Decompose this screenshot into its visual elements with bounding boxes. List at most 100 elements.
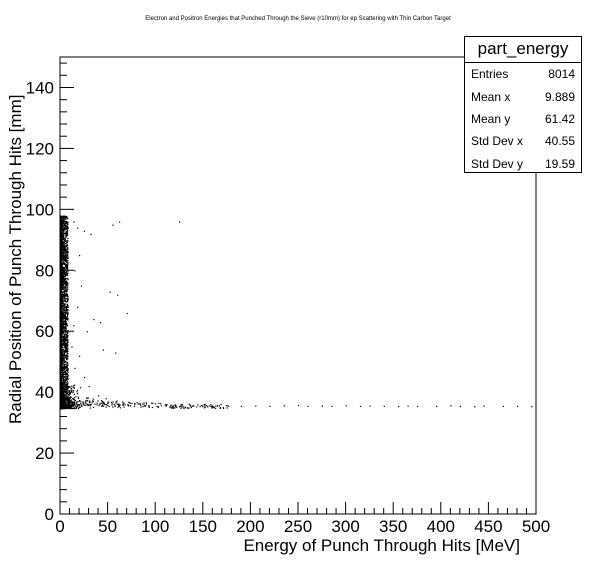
data-point	[206, 405, 208, 407]
data-point	[65, 368, 67, 370]
data-point	[64, 376, 66, 379]
data-point	[152, 402, 154, 404]
data-point	[62, 402, 65, 404]
x-tick-label: 150	[189, 517, 217, 536]
data-point	[66, 386, 68, 388]
data-point	[62, 253, 64, 255]
data-point	[64, 264, 66, 266]
data-point	[459, 405, 461, 407]
data-point	[64, 330, 66, 332]
data-point	[61, 361, 63, 363]
data-point	[83, 404, 85, 406]
data-point	[64, 311, 66, 313]
data-point	[63, 403, 66, 405]
data-point	[61, 257, 63, 259]
data-point	[62, 366, 64, 368]
data-point	[66, 222, 68, 224]
data-point	[174, 404, 176, 406]
data-point	[62, 235, 65, 238]
data-point	[62, 276, 64, 278]
data-point	[64, 370, 66, 372]
data-point	[61, 385, 63, 387]
data-point	[65, 378, 67, 380]
data-point	[65, 327, 67, 330]
data-point	[74, 270, 76, 272]
data-point	[62, 399, 64, 401]
data-point	[66, 259, 68, 261]
data-point	[65, 397, 67, 399]
data-point	[67, 223, 69, 225]
data-point	[61, 330, 63, 332]
data-point	[180, 407, 182, 409]
data-point	[60, 337, 62, 339]
data-point	[66, 256, 68, 258]
data-point	[67, 369, 69, 371]
data-point	[67, 362, 69, 364]
data-point	[191, 405, 193, 407]
data-point	[61, 222, 63, 224]
data-point	[62, 286, 64, 288]
data-point	[66, 317, 68, 319]
data-point	[67, 298, 69, 300]
data-point	[61, 397, 64, 399]
data-point	[321, 405, 323, 407]
data-point	[60, 222, 62, 224]
data-point	[63, 335, 65, 338]
data-point	[67, 285, 69, 287]
data-point	[63, 261, 65, 263]
data-point	[102, 401, 104, 403]
chart-title: Electron and Positron Energies that Punc…	[145, 16, 451, 22]
data-point	[63, 397, 65, 400]
data-point	[63, 308, 65, 311]
data-point	[60, 310, 62, 312]
data-point	[69, 392, 71, 394]
data-point	[151, 406, 153, 409]
data-point	[189, 405, 191, 407]
stats-value: 19.59	[544, 156, 575, 171]
data-point	[66, 265, 68, 267]
data-point	[61, 215, 64, 218]
data-point	[60, 406, 62, 408]
data-point	[68, 386, 70, 388]
data-point	[64, 357, 67, 359]
x-tick-label: 50	[98, 517, 117, 536]
data-point	[89, 401, 91, 403]
data-point	[67, 238, 69, 240]
data-point	[63, 278, 66, 280]
data-point	[66, 396, 68, 398]
data-point	[64, 320, 66, 322]
data-point	[64, 406, 66, 408]
data-point	[190, 406, 192, 409]
data-point	[136, 402, 138, 404]
data-point	[62, 339, 64, 341]
data-point	[307, 405, 309, 407]
data-point	[61, 276, 63, 278]
data-point	[181, 406, 183, 408]
data-point	[60, 320, 62, 322]
data-point	[60, 381, 62, 383]
data-point	[210, 404, 212, 406]
data-point	[61, 363, 63, 365]
data-point	[65, 323, 67, 325]
data-point	[60, 321, 62, 323]
data-point	[66, 373, 68, 376]
data-point	[63, 401, 65, 403]
data-point	[90, 233, 92, 235]
data-point	[72, 407, 74, 410]
data-point	[60, 239, 62, 241]
data-point	[65, 282, 67, 285]
data-point	[61, 332, 64, 334]
data-point	[66, 367, 68, 369]
data-point	[65, 326, 67, 328]
x-tick-label: 200	[236, 517, 264, 536]
data-point	[67, 394, 69, 396]
data-point	[73, 403, 75, 405]
data-point	[175, 405, 177, 407]
data-point	[62, 237, 64, 239]
data-point	[60, 312, 62, 314]
data-point	[65, 233, 67, 235]
data-point	[63, 351, 65, 353]
data-point	[60, 282, 62, 284]
data-point	[66, 314, 69, 316]
data-point	[61, 396, 63, 398]
